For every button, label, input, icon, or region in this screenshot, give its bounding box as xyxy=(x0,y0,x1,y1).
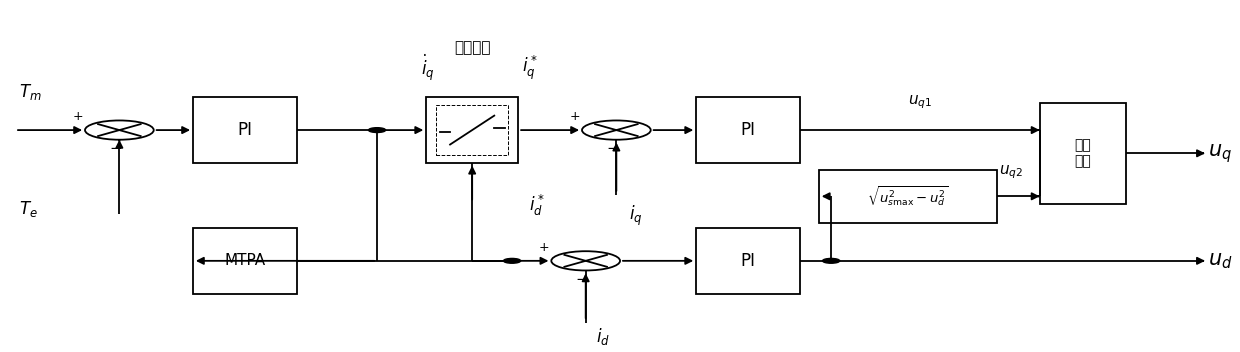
Text: +: + xyxy=(569,110,580,123)
Text: $i_d$: $i_d$ xyxy=(595,326,610,347)
Circle shape xyxy=(503,258,521,263)
Text: $\dot{i}_q$: $\dot{i}_q$ xyxy=(422,53,435,83)
Text: 切换
控制: 切换 控制 xyxy=(1074,138,1091,168)
Circle shape xyxy=(368,128,386,132)
Text: $i_d^*$: $i_d^*$ xyxy=(529,193,546,218)
Text: $T_e$: $T_e$ xyxy=(19,199,37,219)
Text: PI: PI xyxy=(740,121,756,139)
Text: PI: PI xyxy=(740,252,756,270)
Text: 电流限制: 电流限制 xyxy=(454,40,490,55)
Text: −: − xyxy=(606,141,619,156)
Text: +: + xyxy=(72,110,83,123)
Text: $i_q^*$: $i_q^*$ xyxy=(522,54,538,82)
Bar xyxy=(427,98,518,163)
Text: −: − xyxy=(575,272,588,287)
Text: MTPA: MTPA xyxy=(224,253,265,268)
Bar xyxy=(696,228,801,294)
Text: $T_m$: $T_m$ xyxy=(19,82,41,102)
Text: $\sqrt{u_{s\mathrm{max}}^2-u_d^2}$: $\sqrt{u_{s\mathrm{max}}^2-u_d^2}$ xyxy=(867,184,949,208)
Bar xyxy=(193,98,298,163)
Text: $u_d$: $u_d$ xyxy=(1208,251,1233,271)
Text: PI: PI xyxy=(238,121,253,139)
Text: $u_{q2}$: $u_{q2}$ xyxy=(999,163,1023,181)
Circle shape xyxy=(822,258,839,263)
Bar xyxy=(193,228,298,294)
Bar xyxy=(696,98,801,163)
Text: $i_q$: $i_q$ xyxy=(629,204,642,228)
Text: −: − xyxy=(109,141,122,156)
Text: +: + xyxy=(538,240,549,253)
Text: $u_q$: $u_q$ xyxy=(1208,142,1231,165)
Bar xyxy=(1039,102,1126,204)
Bar xyxy=(818,170,997,223)
Text: $u_{q1}$: $u_{q1}$ xyxy=(908,94,932,111)
